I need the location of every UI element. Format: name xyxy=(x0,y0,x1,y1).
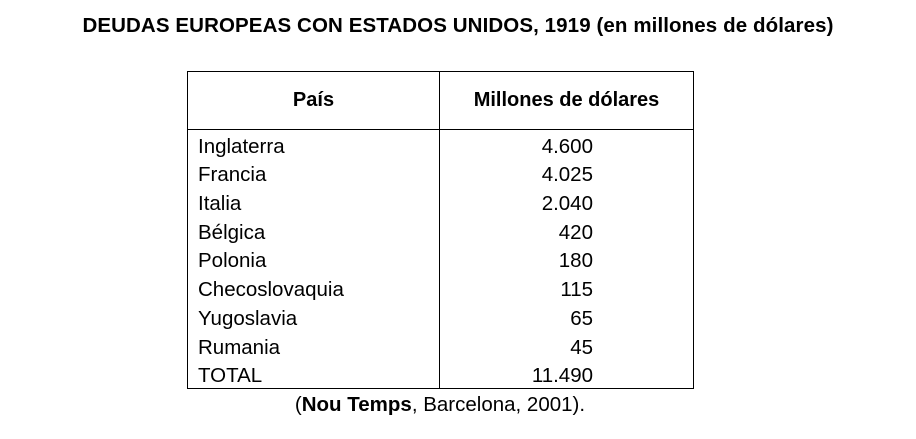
header-millions: Millones de dólares xyxy=(439,71,694,130)
cell-country: Italia xyxy=(187,187,440,217)
table-header-row: País Millones de dólares xyxy=(187,71,694,130)
source-open: ( xyxy=(294,393,302,416)
table-row: Bélgica 420 xyxy=(187,216,694,245)
cell-country: Francia xyxy=(187,158,440,188)
cell-country: Polonia xyxy=(187,244,440,274)
header-country: País xyxy=(187,71,440,130)
debts-table: País Millones de dólares Inglaterra 4.60… xyxy=(187,71,694,390)
cell-value: 45 xyxy=(439,330,694,360)
cell-value: 11.490 xyxy=(439,359,694,390)
table-row: Italia 2.040 xyxy=(187,187,694,217)
table-row-total: TOTAL 11.490 xyxy=(187,359,694,390)
cell-value: 180 xyxy=(439,244,694,274)
cell-value: 65 xyxy=(439,302,694,331)
cell-country: Checoslovaquia xyxy=(187,273,440,303)
page-title: DEUDAS EUROPEAS CON ESTADOS UNIDOS, 1919… xyxy=(82,14,834,37)
cell-country: Rumania xyxy=(187,330,440,360)
cell-country: Yugoslavia xyxy=(187,302,440,331)
cell-country: TOTAL xyxy=(187,359,440,390)
table-row: Polonia 180 xyxy=(187,244,694,274)
source-citation: (Nou Temps, Barcelona, 2001). xyxy=(0,393,880,417)
source-publication: Nou Temps xyxy=(301,393,412,416)
cell-country: Bélgica xyxy=(187,216,440,245)
cell-country: Inglaterra xyxy=(187,129,440,159)
table-row: Rumania 45 xyxy=(187,330,694,360)
cell-value: 420 xyxy=(439,216,694,245)
source-rest: , Barcelona, 2001). xyxy=(411,393,586,416)
cell-value: 4.025 xyxy=(439,158,694,188)
cell-value: 2.040 xyxy=(439,187,694,217)
cell-value: 115 xyxy=(439,273,694,303)
table-row: Francia 4.025 xyxy=(187,158,694,188)
table-row: Yugoslavia 65 xyxy=(187,302,694,331)
table-row: Checoslovaquia 115 xyxy=(187,273,694,303)
table-row: Inglaterra 4.600 xyxy=(187,129,694,159)
cell-value: 4.600 xyxy=(439,129,694,159)
